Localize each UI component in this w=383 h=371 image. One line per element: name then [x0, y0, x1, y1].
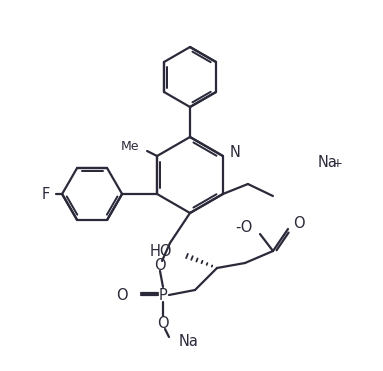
Text: F: F	[42, 187, 50, 201]
Text: +: +	[333, 157, 343, 170]
Text: Me: Me	[121, 139, 139, 152]
Text: O: O	[154, 257, 166, 273]
Text: Na: Na	[318, 154, 338, 170]
Text: O: O	[293, 216, 304, 230]
Text: P: P	[159, 288, 167, 302]
Text: N: N	[230, 144, 241, 160]
Text: HO: HO	[149, 244, 172, 259]
Text: O: O	[116, 288, 128, 302]
Text: O: O	[157, 315, 169, 331]
Text: -O: -O	[236, 220, 253, 234]
Text: Na: Na	[179, 334, 199, 348]
